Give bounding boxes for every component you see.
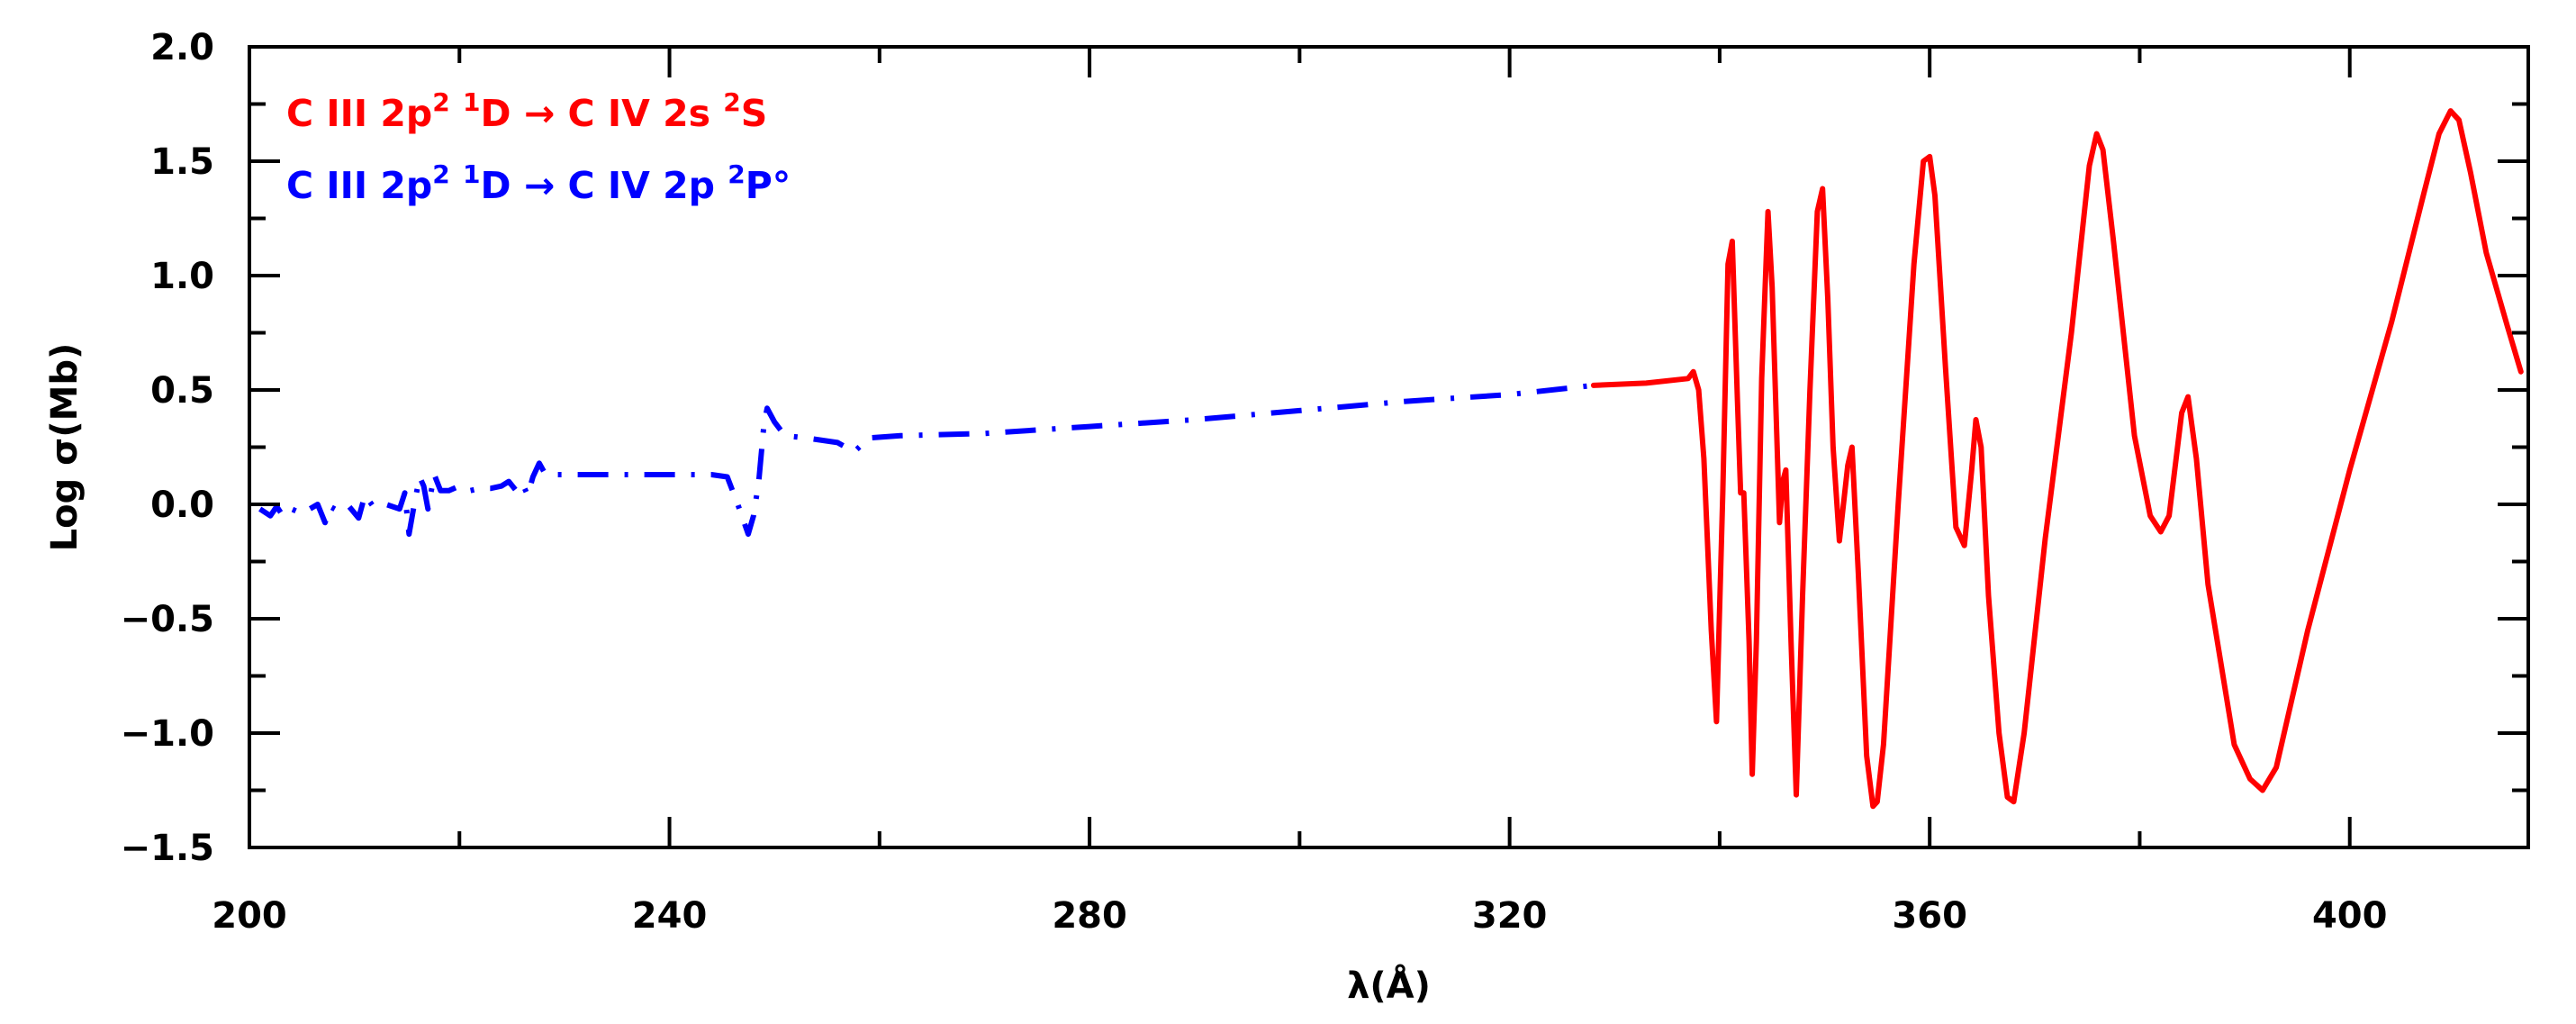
legend-red-part4: S bbox=[741, 92, 768, 135]
y-tick-label: −0.5 bbox=[121, 599, 214, 640]
legend-entry-blue: C III 2p2 1D → C IV 2p 2P° bbox=[286, 159, 791, 207]
y-axis-title: Log σ(Mb) bbox=[44, 343, 86, 552]
y-tick-label: 2.0 bbox=[150, 27, 214, 68]
y-tick-label: 0.5 bbox=[150, 370, 214, 412]
legend-red-sup2: 1 bbox=[463, 87, 480, 117]
x-tick-label: 320 bbox=[1472, 895, 1548, 937]
x-axis-title: λ(Å) bbox=[1347, 963, 1431, 1007]
legend-blue-part4: P° bbox=[746, 164, 791, 207]
legend-red-sup3: 2 bbox=[723, 87, 740, 117]
legend-blue-part3: D → C IV 2p bbox=[481, 164, 728, 207]
legend-red-part3: D → C IV 2s bbox=[481, 92, 724, 135]
legend: C III 2p2 1D → C IV 2s 2S C III 2p2 1D →… bbox=[286, 87, 791, 207]
legend-blue-part1: C III 2p bbox=[286, 164, 432, 207]
y-tick-label: 0.0 bbox=[150, 485, 214, 526]
x-tick-label: 240 bbox=[632, 895, 708, 937]
x-tick-label: 400 bbox=[2312, 895, 2388, 937]
legend-blue-part2 bbox=[450, 164, 463, 207]
legend-blue-sup3: 2 bbox=[728, 159, 745, 189]
x-tick-label: 280 bbox=[1052, 895, 1127, 937]
y-tick-labels: −1.5 −1.0 −0.5 0.0 0.5 1.0 1.5 2.0 bbox=[121, 27, 214, 869]
legend-red-sup1: 2 bbox=[432, 87, 449, 117]
x-tick-labels: 200 240 280 320 360 400 bbox=[212, 895, 2387, 937]
legend-entry-red: C III 2p2 1D → C IV 2s 2S bbox=[286, 87, 767, 135]
y-tick-label: 1.5 bbox=[150, 141, 214, 183]
x-tick-label: 200 bbox=[212, 895, 287, 937]
y-tick-label: 1.0 bbox=[150, 256, 214, 297]
series-line-red bbox=[1590, 108, 2524, 810]
series-layer bbox=[258, 108, 2524, 810]
x-tick-label: 360 bbox=[1892, 895, 1967, 937]
legend-blue-sup1: 2 bbox=[432, 159, 449, 189]
y-tick-label: −1.0 bbox=[121, 713, 214, 755]
legend-blue-sup2: 1 bbox=[463, 159, 480, 189]
y-tick-label: −1.5 bbox=[121, 828, 214, 869]
legend-red-part2 bbox=[450, 92, 463, 135]
legend-red-part1: C III 2p bbox=[286, 92, 432, 135]
plot-frame bbox=[248, 45, 2530, 849]
series-line-blue bbox=[258, 382, 1595, 537]
